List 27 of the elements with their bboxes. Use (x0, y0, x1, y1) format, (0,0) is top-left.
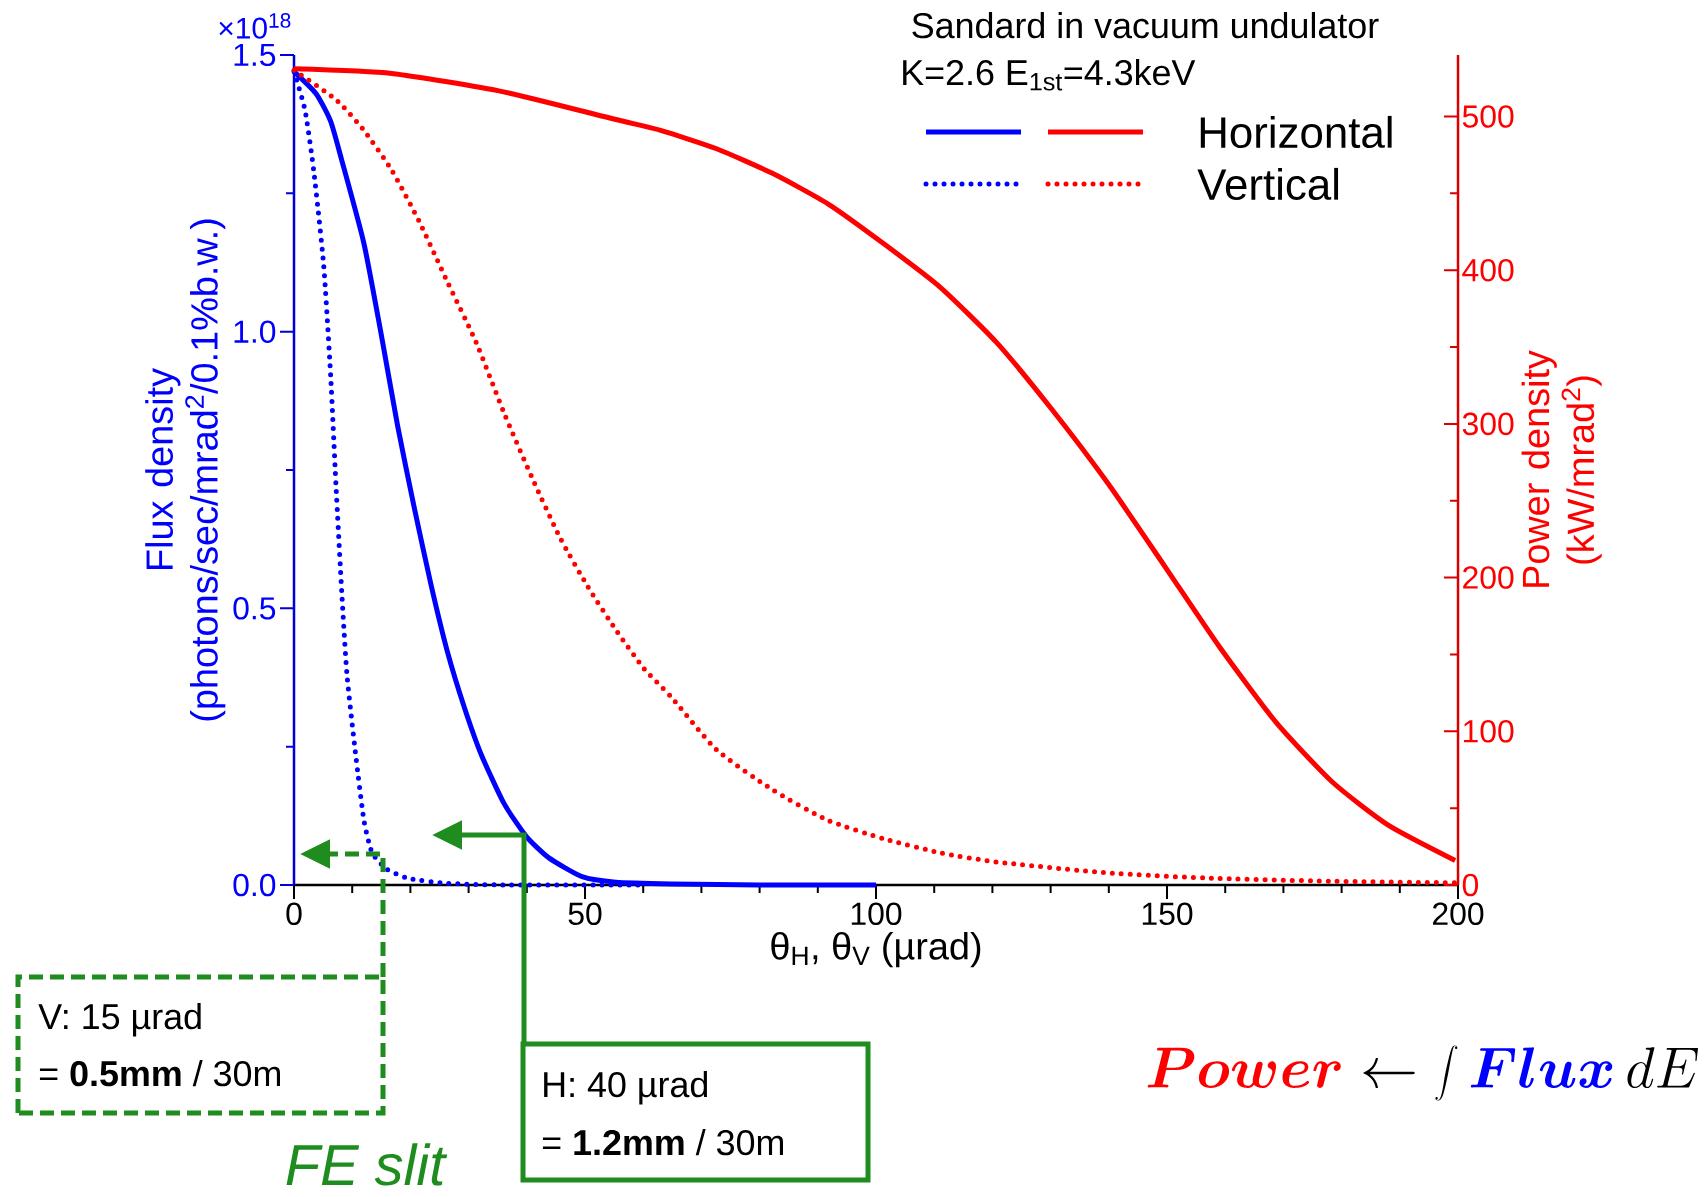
text: Sandard in vacuum undulator (912, 12, 1379, 39)
x-axis-title: θ$_{H}$, θ$_{V}$ (µrad) (771, 931, 981, 968)
y-tick-label: 0.0 (233, 873, 276, 897)
x-tick-label: 0 (286, 902, 302, 926)
y2-tick-label: 200 (1463, 566, 1514, 589)
x-tick-label: 200 (1433, 902, 1484, 926)
x-tick-label: 150 (1142, 902, 1193, 926)
y2-tick-label: 100 (1463, 720, 1514, 743)
text: H: 40 µrad (544, 1071, 708, 1105)
y2-tick-label: 500 (1462, 105, 1514, 128)
x-tick-label: 100 (851, 902, 902, 926)
y2-tick-label: 400 (1462, 258, 1514, 282)
text: = 0.5mm / 30m (39, 1060, 280, 1087)
y-tick-label: 1.0 (234, 320, 276, 343)
y-tick-label: 0.5 (233, 597, 276, 620)
legend-label: Horizontal (1200, 115, 1392, 149)
text: V: 15 µrad (38, 1003, 201, 1037)
text: ${\color{red}\boldsymbol{Power}} \leftarrow \int {\color{blue}\boldsymbol{Flux}}\,dE$ (1147, 1045, 1699, 1101)
y-tick-label: 1.5 (234, 43, 276, 67)
y2-tick-label: 0 (1462, 873, 1479, 897)
annotation: K=2.6 E$_{1st}$=4.3keV (903, 59, 1196, 91)
y2-tick-label: 300 (1462, 412, 1514, 436)
text: = 1.2mm / 30m (542, 1129, 784, 1156)
x-tick-label: 50 (568, 902, 602, 926)
legend-label: Vertical (1197, 167, 1339, 201)
text: ×10$^{18}$ (219, 13, 291, 39)
text: FE slit (286, 1143, 448, 1186)
